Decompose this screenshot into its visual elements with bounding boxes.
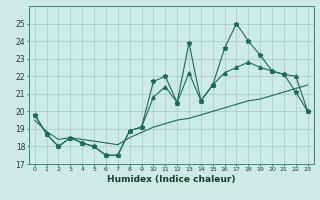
X-axis label: Humidex (Indice chaleur): Humidex (Indice chaleur) (107, 175, 236, 184)
